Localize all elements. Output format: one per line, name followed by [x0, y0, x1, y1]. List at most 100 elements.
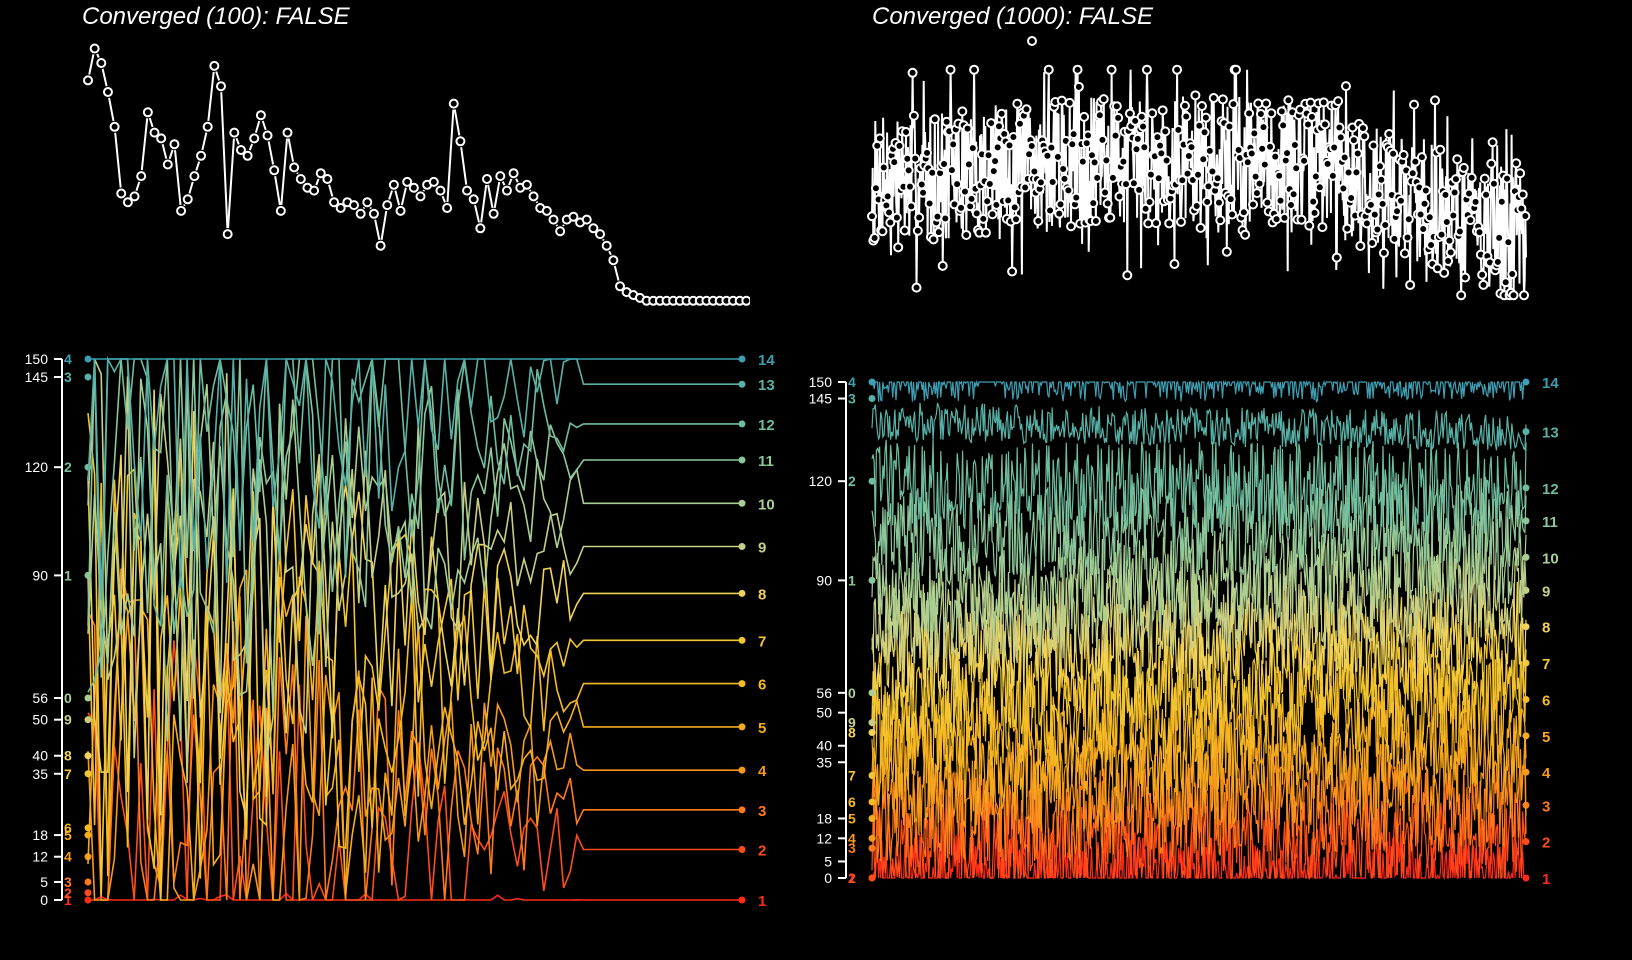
convergence-point [1207, 166, 1218, 177]
series-end-point [1522, 517, 1530, 525]
convergence-point [482, 174, 492, 184]
convergence-point [1186, 142, 1197, 153]
convergence-point [202, 121, 213, 132]
convergence-point [488, 208, 499, 219]
convergence-point [1368, 140, 1379, 151]
convergence-point [455, 136, 466, 147]
convergence-point [1399, 248, 1410, 259]
convergence-point [1213, 197, 1224, 208]
convergence-point [1155, 140, 1166, 151]
convergence-point [1477, 269, 1488, 280]
convergence-point [1152, 132, 1163, 143]
series-start-label: 7 [848, 767, 856, 783]
convergence-point [1310, 171, 1321, 182]
convergence-point [912, 225, 923, 236]
series-start-label: 2 [848, 473, 856, 489]
series-end-point [1522, 768, 1530, 776]
convergence-point [136, 171, 147, 182]
convergence-point [1092, 172, 1103, 183]
convergence-point [907, 67, 918, 78]
series-start-point [84, 716, 92, 724]
series-end-label: 13 [758, 377, 775, 394]
convergence-point [1011, 214, 1022, 225]
convergence-point [921, 147, 932, 158]
convergence-point [937, 260, 948, 271]
convergence-point [122, 197, 133, 208]
convergence-point [1426, 240, 1437, 251]
convergence-point [1377, 198, 1388, 209]
convergence-point [1058, 163, 1069, 174]
convergence-point [375, 240, 386, 251]
convergence-point [1083, 130, 1094, 141]
convergence-point [129, 191, 140, 202]
convergence-point [1024, 149, 1035, 160]
convergence-point [189, 171, 200, 182]
convergence-point [1110, 130, 1121, 141]
series-start-point [84, 752, 92, 760]
convergence-point [282, 127, 293, 138]
convergence-point [1248, 199, 1259, 210]
convergence-point [1228, 99, 1239, 110]
series-end-label: 10 [1542, 550, 1559, 567]
series-end-label: 12 [758, 417, 775, 434]
convergence-point [1042, 150, 1053, 161]
convergence-point [1266, 108, 1277, 119]
convergence-point [1458, 162, 1469, 173]
convergence-point [1100, 187, 1111, 198]
convergence-point [1161, 155, 1172, 166]
convergence-point [1304, 220, 1315, 231]
convergence-point [428, 176, 439, 187]
convergence-point [275, 205, 286, 216]
convergence-point [1156, 148, 1167, 159]
convergence-point [1432, 263, 1443, 274]
convergence-point [1194, 120, 1205, 131]
series-start-label: 4 [848, 374, 856, 390]
convergence-point [1259, 159, 1270, 170]
series-end-point [738, 766, 746, 774]
convergence-point [1305, 97, 1316, 108]
series-start-label: 9 [848, 715, 856, 731]
convergence-point [1094, 110, 1105, 121]
y-tick-label: 35 [32, 766, 48, 782]
series-end-label: 3 [758, 803, 766, 820]
convergence-point [581, 214, 592, 225]
y-tick-label: 0 [40, 892, 48, 908]
convergence-point [927, 167, 938, 178]
convergence-point [1136, 111, 1147, 122]
convergence-point [1454, 226, 1465, 237]
convergence-point [395, 205, 406, 216]
convergence-point [1288, 189, 1299, 200]
series-end-label: 7 [1542, 656, 1550, 673]
convergence-point [980, 227, 991, 238]
convergence-point [1441, 216, 1452, 227]
series-start-label: 8 [848, 725, 856, 741]
convergence-point [222, 229, 233, 240]
convergence-point [1102, 198, 1113, 209]
convergence-point [1238, 207, 1249, 218]
convergence-point [1098, 94, 1109, 105]
convergence-point [1516, 203, 1527, 214]
convergence-point [878, 162, 889, 173]
convergence-point [1144, 197, 1155, 208]
convergence-point [1299, 155, 1310, 166]
convergence-point [555, 226, 566, 237]
convergence-point [1439, 267, 1450, 278]
convergence-point [1249, 128, 1260, 139]
y-tick-label: 56 [816, 685, 832, 701]
convergence-point [1465, 215, 1476, 226]
convergence-point [1242, 157, 1253, 168]
y-tick-label: 50 [32, 712, 48, 728]
convergence-point [1443, 255, 1454, 266]
series-start-label: 4 [848, 830, 856, 846]
y-tick-label: 90 [32, 567, 48, 583]
convergence-point [1435, 144, 1446, 155]
series-start-point [868, 729, 876, 737]
convergence-point [1357, 123, 1368, 134]
series-end-label: 1 [758, 893, 766, 910]
convergence-point [966, 193, 977, 204]
convergence-point [1257, 143, 1268, 154]
convergence-point [906, 201, 917, 212]
convergence-point [1227, 209, 1238, 220]
convergence-point [1416, 152, 1427, 163]
convergence-point [1314, 182, 1325, 193]
